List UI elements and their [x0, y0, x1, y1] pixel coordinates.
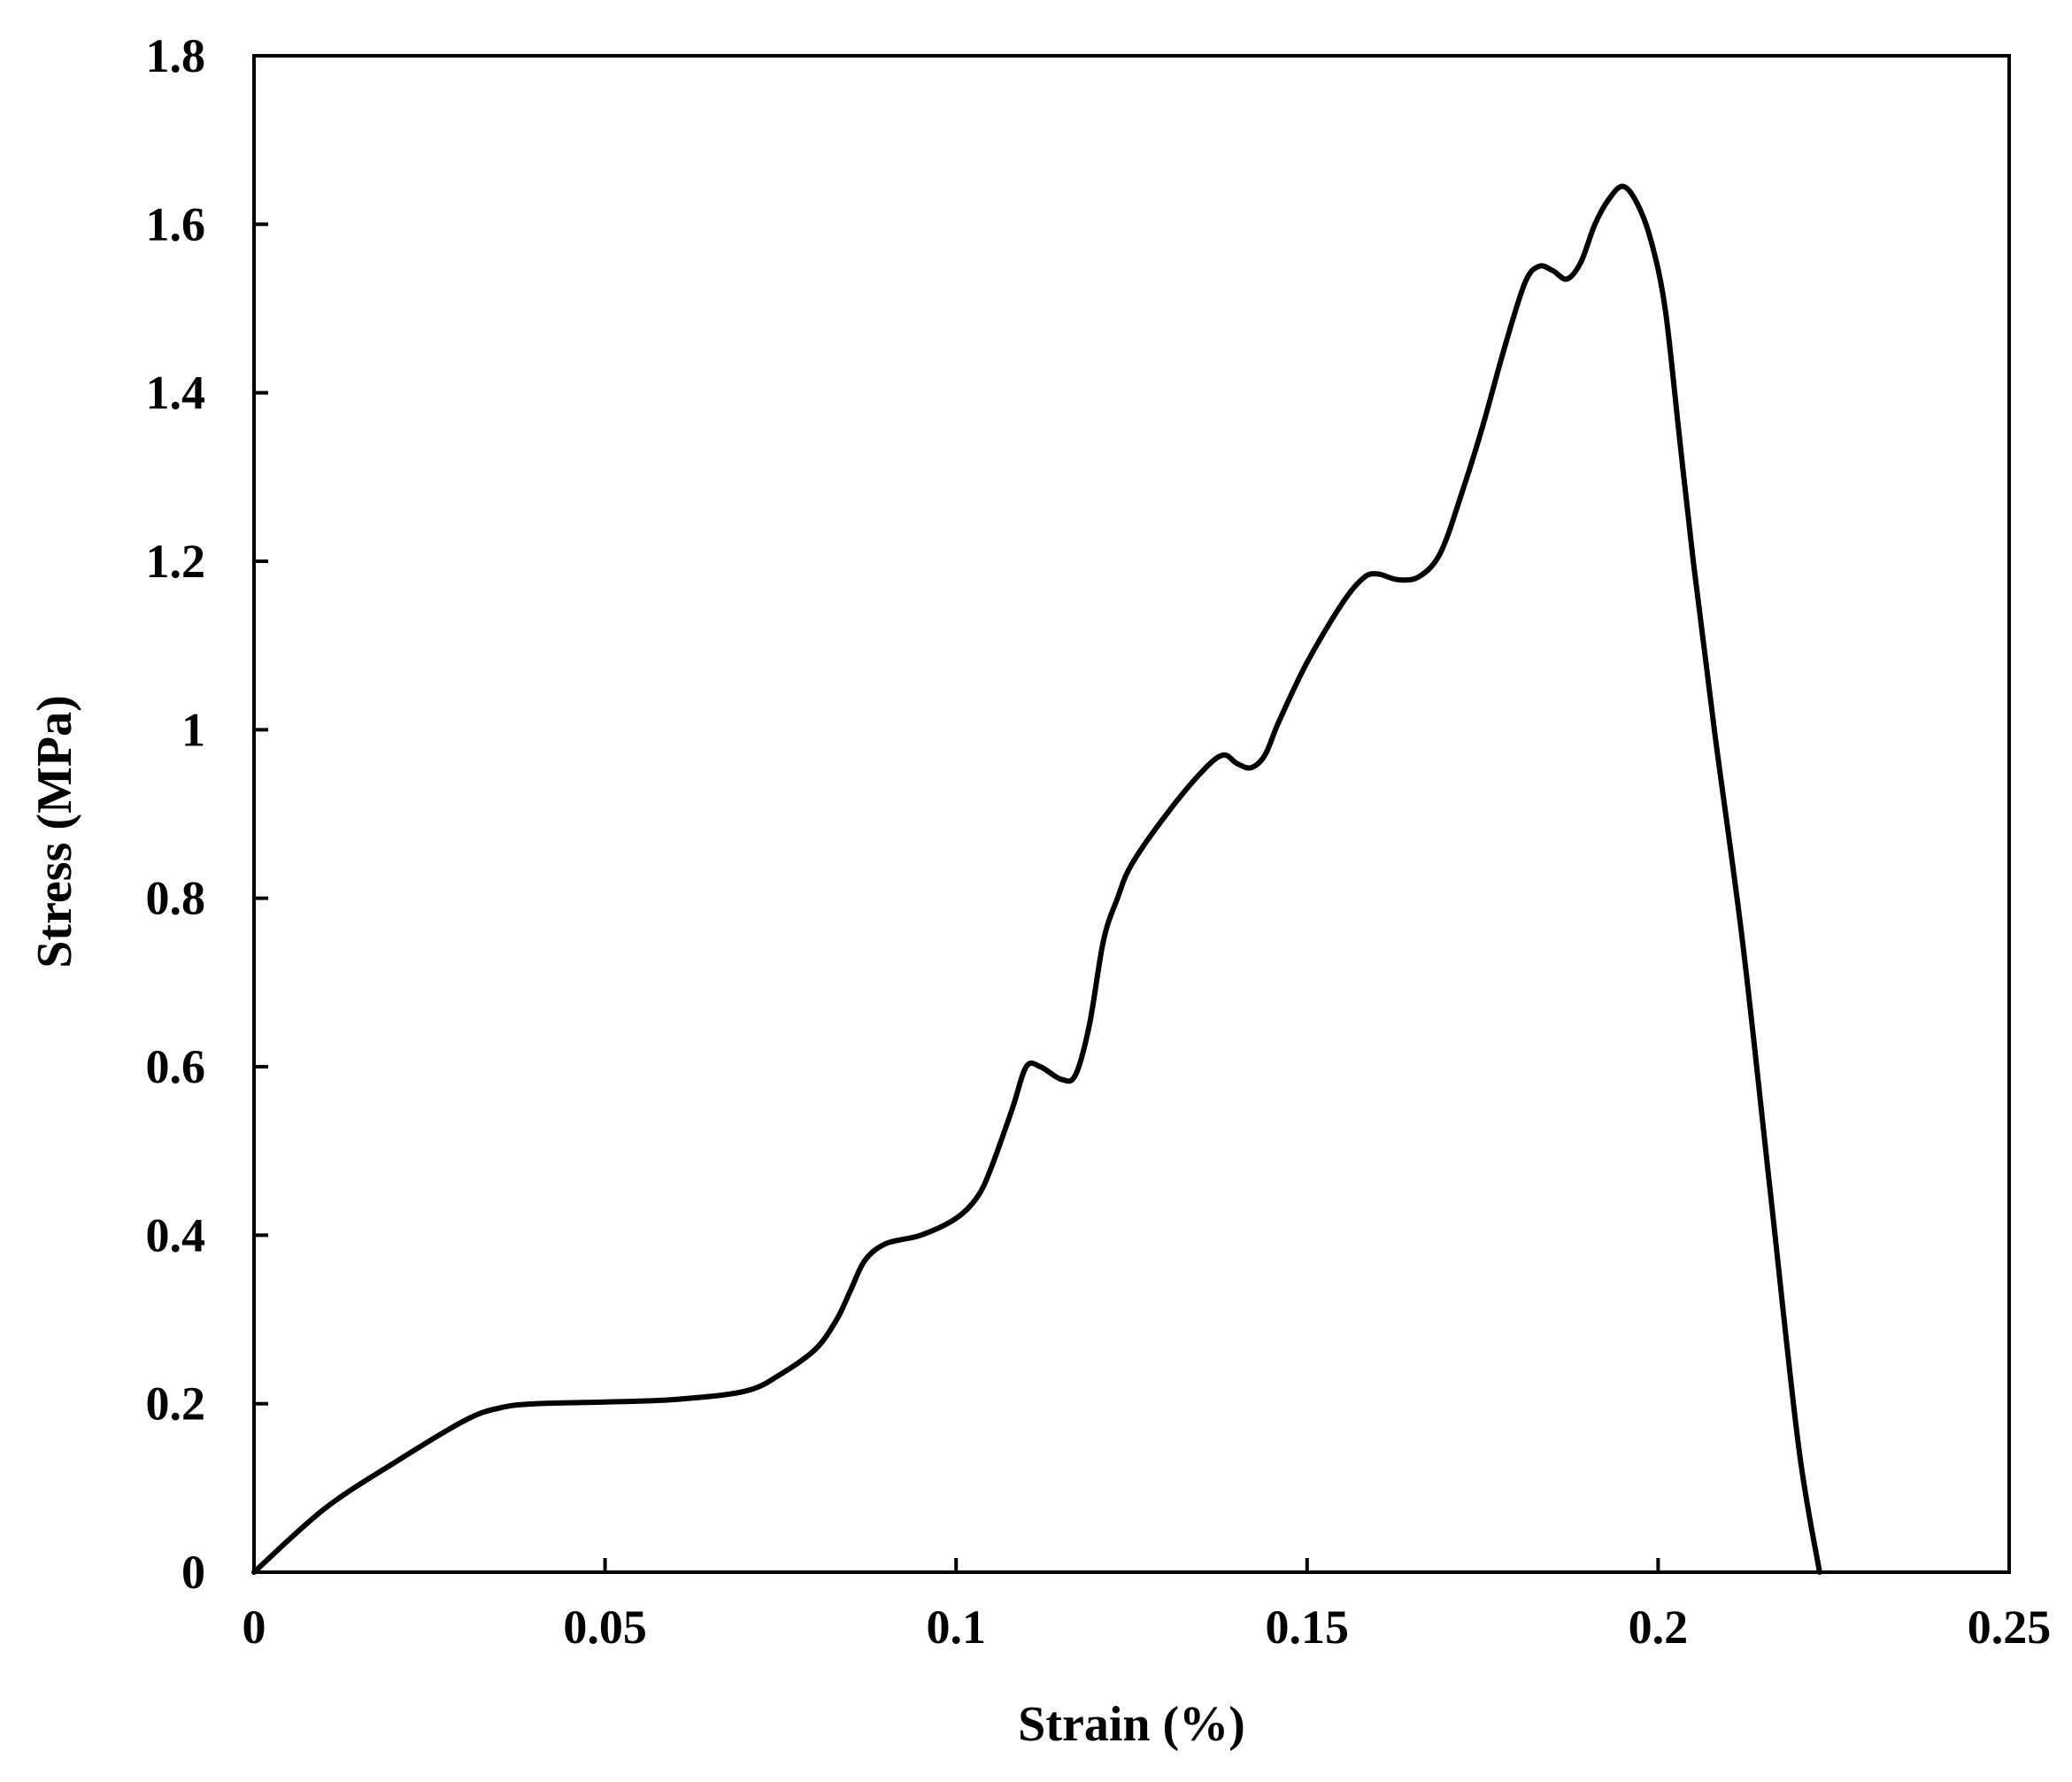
y-tick-label: 0: [181, 1546, 205, 1599]
x-tick-label: 0.05: [563, 1601, 647, 1654]
stress-strain-curve: [251, 183, 1822, 1575]
x-tick-label: 0.1: [926, 1601, 986, 1654]
y-tick-label: 1.4: [146, 366, 206, 420]
y-axis-title: Stress (MPa): [27, 695, 82, 968]
x-tick-label: 0: [243, 1601, 266, 1654]
y-tick-label: 1.8: [146, 29, 206, 82]
y-tick-label: 0.8: [146, 872, 206, 925]
y-tick-label: 1.2: [146, 535, 206, 588]
tick-labels: 0 0.05 0.1 0.15 0.2 0.25 0 0.2 0.4 0.6 0.8 1 1.2 1.4 1…: [146, 29, 2052, 1654]
y-tick-label: 0.6: [146, 1040, 206, 1093]
plot-area-frame: [252, 54, 2011, 1574]
y-tick-label: 0.2: [146, 1377, 206, 1431]
y-tick-label: 1.6: [146, 197, 206, 251]
x-tick-label: 0.15: [1266, 1601, 1350, 1654]
x-tick-label: 0.2: [1629, 1601, 1689, 1654]
x-axis-title: Strain (%): [1018, 1697, 1245, 1752]
y-tick-label: 1: [181, 703, 205, 756]
y-tick-label: 0.4: [146, 1208, 206, 1261]
x-tick-label: 0.25: [1968, 1601, 2052, 1654]
